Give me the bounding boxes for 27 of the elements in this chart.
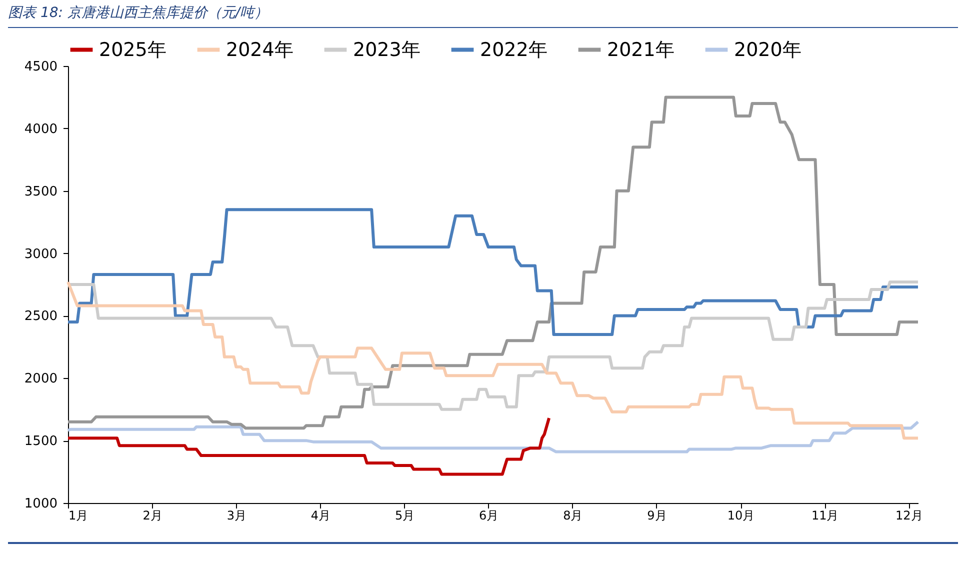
y-tick-label: 3000 bbox=[24, 246, 58, 262]
x-tick-label: 4月 bbox=[310, 508, 331, 522]
y-tick-label: 1000 bbox=[24, 496, 58, 512]
y-tick-label: 3500 bbox=[24, 184, 58, 200]
x-tick-label: 11月 bbox=[811, 508, 839, 522]
line-series bbox=[66, 416, 551, 476]
chart-title: 图表 18: 京唐港山西主焦库提价（元/吨） bbox=[8, 4, 268, 22]
x-tick-label: 8月 bbox=[563, 508, 583, 522]
x-tick-label: 5月 bbox=[394, 508, 415, 522]
legend-label: 2021年 bbox=[607, 38, 674, 61]
y-tick-label: 2500 bbox=[24, 309, 58, 324]
legend-label: 2023年 bbox=[353, 38, 420, 61]
y-tick-label: 2000 bbox=[24, 372, 58, 387]
x-tick-label: 6月 bbox=[479, 508, 499, 522]
legend-label: 2024年 bbox=[226, 38, 294, 61]
x-tick-label: 9月 bbox=[647, 508, 667, 522]
legend-label: 2022年 bbox=[480, 38, 548, 61]
x-tick-label: 1月 bbox=[68, 508, 88, 522]
y-tick-label: 1500 bbox=[24, 434, 58, 450]
x-tick-label: 12月 bbox=[896, 508, 923, 522]
y-tick-label: 4500 bbox=[24, 60, 58, 74]
legend-label: 2020年 bbox=[734, 38, 802, 61]
x-tick-label: 10月 bbox=[727, 508, 755, 522]
x-tick-label: 3月 bbox=[226, 508, 246, 522]
x-tick-label: 2月 bbox=[142, 508, 162, 522]
y-tick-label: 4000 bbox=[24, 122, 58, 137]
legend-label: 2025年 bbox=[99, 38, 166, 61]
